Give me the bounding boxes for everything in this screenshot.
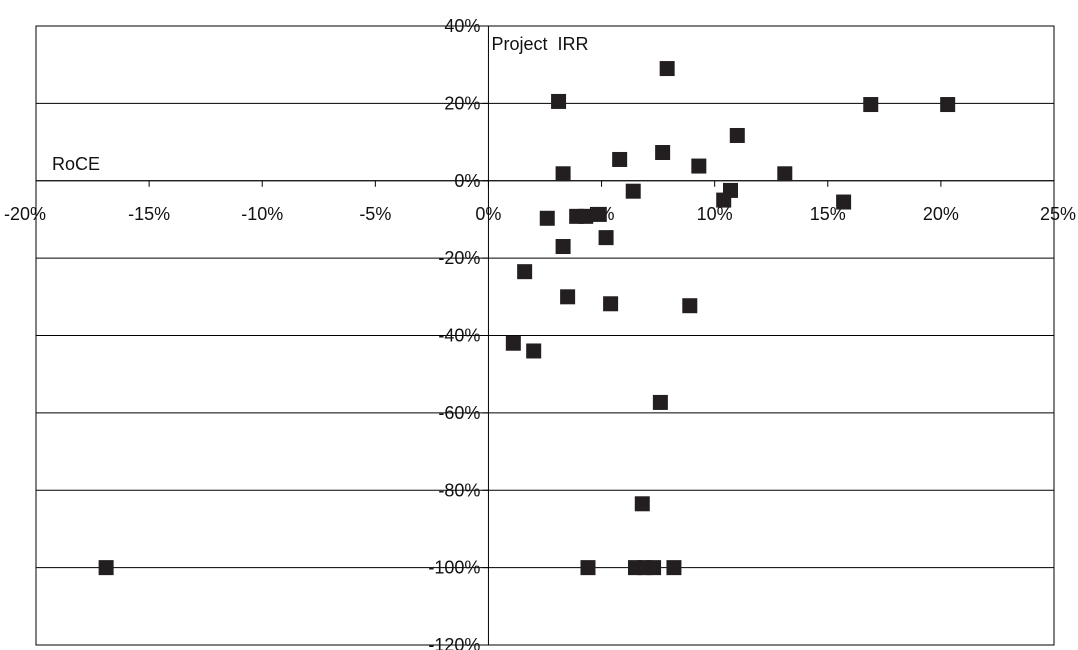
- data-point: [598, 230, 614, 246]
- data-point: [551, 93, 567, 109]
- axis-ticks: [35, 25, 1055, 646]
- x-tick-label: -5%: [359, 204, 391, 224]
- y-tick-label: -60%: [438, 403, 480, 423]
- data-point: [655, 145, 671, 161]
- data-point: [580, 560, 596, 576]
- data-point: [578, 208, 594, 224]
- y-tick-labels: 40% 20% 0% -20% -40% -60% -80% -100% -120%: [428, 16, 480, 650]
- data-point: [729, 127, 745, 143]
- y-axis-title: Project IRR: [491, 34, 588, 54]
- data-point: [836, 194, 852, 210]
- data-point: [682, 298, 698, 314]
- x-tick-label: 20%: [923, 204, 959, 224]
- data-point: [716, 192, 732, 208]
- x-axis-title: RoCE: [52, 154, 100, 174]
- x-tick-label: -15%: [128, 204, 170, 224]
- data-point: [666, 560, 682, 576]
- data-point: [555, 239, 571, 255]
- data-point: [646, 560, 662, 576]
- data-point: [777, 166, 793, 182]
- data-point: [555, 166, 571, 182]
- y-tick-label: 20%: [444, 93, 480, 113]
- x-tick-label: 0%: [475, 204, 501, 224]
- y-tick-label: -20%: [438, 248, 480, 268]
- data-point: [505, 335, 521, 351]
- y-tick-label: 0%: [454, 171, 480, 191]
- plot-area-border: [35, 25, 1055, 646]
- data-point: [612, 151, 628, 167]
- data-point: [560, 289, 576, 305]
- y-tick-label: -80%: [438, 480, 480, 500]
- y-tick-label: 40%: [444, 16, 480, 36]
- y-tick-label: -120%: [428, 635, 480, 650]
- data-point: [603, 296, 619, 312]
- data-point: [940, 97, 956, 113]
- data-point: [659, 61, 675, 77]
- data-point: [652, 394, 668, 410]
- data-point: [625, 183, 641, 199]
- data-point: [863, 97, 879, 113]
- data-point: [539, 210, 555, 226]
- y-tick-label: -100%: [428, 558, 480, 578]
- data-point: [98, 560, 114, 576]
- data-point: [517, 264, 533, 280]
- data-points: [98, 61, 956, 576]
- x-tick-label: -10%: [241, 204, 283, 224]
- data-point: [591, 206, 607, 222]
- x-tick-label: -20%: [4, 204, 46, 224]
- gridlines: [36, 102, 1054, 569]
- data-point: [691, 158, 707, 174]
- x-tick-label: 10%: [697, 204, 733, 224]
- y-tick-label: -40%: [438, 326, 480, 346]
- x-tick-label: 25%: [1040, 204, 1076, 224]
- data-point: [634, 496, 650, 512]
- data-point: [526, 343, 542, 359]
